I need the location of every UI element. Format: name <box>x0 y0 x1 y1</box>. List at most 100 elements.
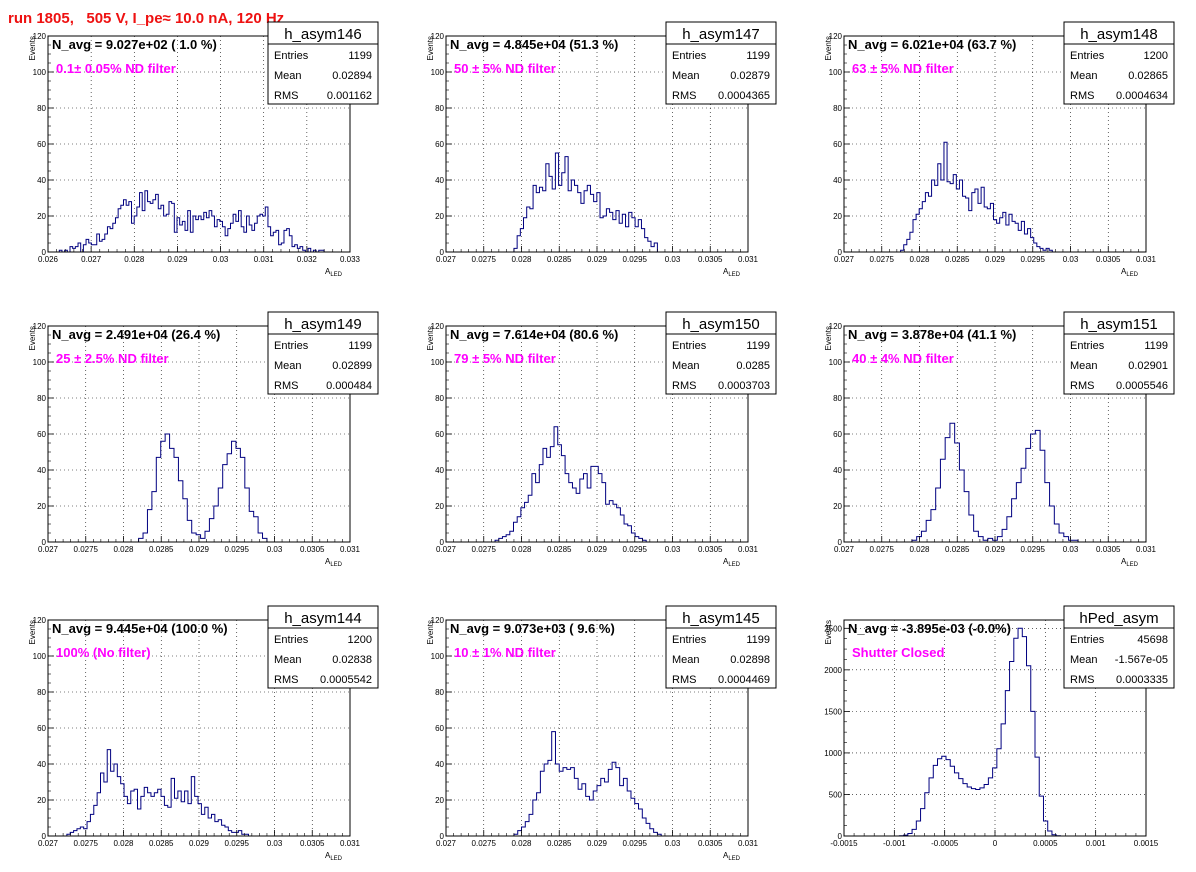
x-tick-label: 0.0295 <box>623 255 648 264</box>
x-tick-label: 0.001 <box>1086 839 1107 848</box>
stats-value-rms: 0.0004469 <box>718 674 770 686</box>
stats-value-mean: 0.02901 <box>1128 360 1168 372</box>
stats-box <box>1063 333 1175 395</box>
y-tick-label: 0 <box>440 248 445 257</box>
stats-value-entries: 1200 <box>1144 50 1168 62</box>
y-tick-label: 120 <box>431 616 445 625</box>
stats-value-rms: 0.0005542 <box>320 674 372 686</box>
histogram-panel-h_asym150: 0.027 0.0275 0.028 0.0285 0.029 0.0295 0.03 0.0… <box>426 311 777 568</box>
y-axis-title: Events <box>28 36 37 60</box>
y-axis-title: Events <box>28 326 37 350</box>
x-tick-label: 0.0285 <box>149 545 174 554</box>
y-tick-label: 500 <box>829 790 843 799</box>
x-tick-label: 0.0285 <box>547 839 572 848</box>
y-tick-label: 100 <box>431 652 445 661</box>
histogram-line <box>900 141 1056 253</box>
histogram-panel-h_asym148: 0.027 0.0275 0.028 0.0285 0.029 0.0295 0.03 0.0… <box>824 21 1175 278</box>
x-tick-label: 0.031 <box>340 839 361 848</box>
stats-value-mean: 0.02865 <box>1128 70 1168 82</box>
histogram-panel-h_asym147: 0.027 0.0275 0.028 0.0285 0.029 0.0295 0.03 0.0… <box>426 21 777 278</box>
stats-value-rms: 0.0004634 <box>1116 90 1168 102</box>
x-tick-label: 0.03 <box>1063 255 1079 264</box>
stats-value-rms: 0.0005546 <box>1116 380 1168 392</box>
x-tick-label: 0.0305 <box>300 545 325 554</box>
x-tick-label: 0.027 <box>38 545 59 554</box>
x-tick-label: -0.0015 <box>830 839 858 848</box>
filter-label: 50 ± 5% ND filter <box>454 61 556 76</box>
x-tick-label: 0.0295 <box>1021 255 1046 264</box>
y-tick-label: 120 <box>829 322 843 331</box>
y-axis-title: Events <box>426 36 435 60</box>
x-tick-label: 0.03 <box>665 255 681 264</box>
histogram-line <box>513 152 658 252</box>
stats-value-entries: 1200 <box>348 634 372 646</box>
stats-value-entries: 1199 <box>1144 340 1168 352</box>
x-tick-label: 0.027 <box>81 255 102 264</box>
histogram-line <box>898 627 1061 837</box>
x-tick-label: 0.028 <box>124 255 145 264</box>
y-tick-label: 120 <box>33 32 47 41</box>
x-tick-label: 0.0275 <box>870 255 895 264</box>
y-tick-label: 20 <box>435 502 444 511</box>
y-tick-label: 100 <box>33 68 47 77</box>
x-tick-label: 0.0275 <box>472 839 497 848</box>
stats-box <box>267 43 379 105</box>
x-axis-title: ALED <box>723 557 741 568</box>
histogram-name: h_asym147 <box>682 26 760 43</box>
stats-label-rms: RMS <box>672 380 696 392</box>
navg-label: N_avg = 4.845e+04 (51.3 %) <box>450 37 618 52</box>
y-tick-label: 1000 <box>824 749 842 758</box>
histogram-name: h_asym149 <box>284 316 362 333</box>
x-tick-label: 0.0285 <box>547 255 572 264</box>
x-tick-label: 0.0305 <box>300 839 325 848</box>
x-tick-label: 0.033 <box>340 255 361 264</box>
y-tick-label: 120 <box>431 32 445 41</box>
y-axis-title: Events <box>426 620 435 644</box>
x-axis-title: ALED <box>1121 267 1139 278</box>
y-tick-label: 100 <box>431 358 445 367</box>
x-tick-label: 0.028 <box>113 839 134 848</box>
x-tick-label: 0.029 <box>587 839 608 848</box>
stats-label-mean: Mean <box>1070 70 1098 82</box>
histogram-name: h_asym151 <box>1080 316 1158 333</box>
filter-label: 63 ± 5% ND filter <box>852 61 954 76</box>
x-axis-title: ALED <box>1121 557 1139 568</box>
y-tick-label: 60 <box>833 430 842 439</box>
x-tick-label: 0.0285 <box>547 545 572 554</box>
y-tick-label: 1500 <box>824 707 842 716</box>
x-tick-label: 0.029 <box>985 545 1006 554</box>
stats-value-rms: 0.0003335 <box>1116 674 1168 686</box>
navg-label: N_avg = 9.445e+04 (100.0 %) <box>52 621 228 636</box>
y-axis-title: Events <box>28 620 37 644</box>
stats-label-mean: Mean <box>672 654 700 666</box>
stats-value-entries: 1199 <box>746 50 770 62</box>
stats-label-rms: RMS <box>274 674 298 686</box>
x-tick-label: 0.029 <box>587 255 608 264</box>
stats-value-entries: 1199 <box>348 340 372 352</box>
stats-label-mean: Mean <box>672 70 700 82</box>
y-tick-label: 20 <box>435 796 444 805</box>
histogram-line <box>138 433 268 542</box>
y-tick-label: 20 <box>37 502 46 511</box>
x-tick-label: 0.031 <box>738 255 759 264</box>
stats-value-entries: 45698 <box>1137 634 1168 646</box>
x-tick-label: 0 <box>993 839 998 848</box>
y-tick-label: 60 <box>37 140 46 149</box>
filter-label: 79 ± 5% ND filter <box>454 351 556 366</box>
x-tick-label: 0.03 <box>665 839 681 848</box>
stats-label-entries: Entries <box>274 50 309 62</box>
y-tick-label: 100 <box>33 652 47 661</box>
stats-value-mean: 0.02879 <box>730 70 770 82</box>
y-tick-label: 40 <box>37 760 46 769</box>
histogram-line <box>66 749 252 837</box>
y-tick-label: 80 <box>37 104 46 113</box>
stats-label-rms: RMS <box>274 90 298 102</box>
y-tick-label: 80 <box>37 688 46 697</box>
run-title: run 1805, 505 V, I_pe≈ 10.0 nA, 120 Hz <box>8 10 285 27</box>
filter-label: 100% (No filter) <box>56 645 151 660</box>
y-tick-label: 20 <box>37 212 46 221</box>
stats-box <box>267 333 379 395</box>
y-tick-label: 60 <box>435 724 444 733</box>
y-tick-label: 0 <box>838 248 843 257</box>
